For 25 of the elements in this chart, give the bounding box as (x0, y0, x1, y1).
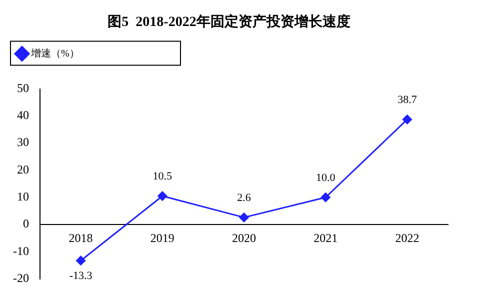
y-tick-label: 40 (16, 108, 29, 122)
text: 38.7 (398, 94, 417, 106)
text: 2.6 (237, 192, 251, 204)
x-tick-label: 2020 (232, 230, 256, 245)
y-tick-label: 50 (16, 80, 29, 95)
text: 10.5 (152, 170, 172, 182)
chart-title: 图5 2018-2022年固定资产投资增长速度 (108, 13, 350, 30)
x-tick-label: 2018 (68, 230, 93, 245)
point (76, 256, 86, 266)
y-tick-label: 20 (16, 162, 29, 176)
x-tick-label: 2021 (314, 230, 338, 245)
point (402, 114, 412, 124)
x-tick-label: 2019 (150, 230, 174, 245)
point (158, 191, 168, 201)
y-tick-label: 0 (22, 216, 29, 231)
x-tick-label: 2022 (395, 230, 420, 245)
y-tick-label: -20 (12, 270, 29, 285)
y-tick-label: -10 (12, 244, 29, 258)
point (239, 212, 249, 222)
y-tick-label: 10 (16, 190, 29, 204)
point (320, 192, 330, 202)
text: 10.0 (316, 172, 336, 184)
legend-label: 增速（%） (30, 47, 80, 60)
text: -13.3 (69, 270, 92, 282)
y-tick-label: 30 (16, 135, 29, 150)
